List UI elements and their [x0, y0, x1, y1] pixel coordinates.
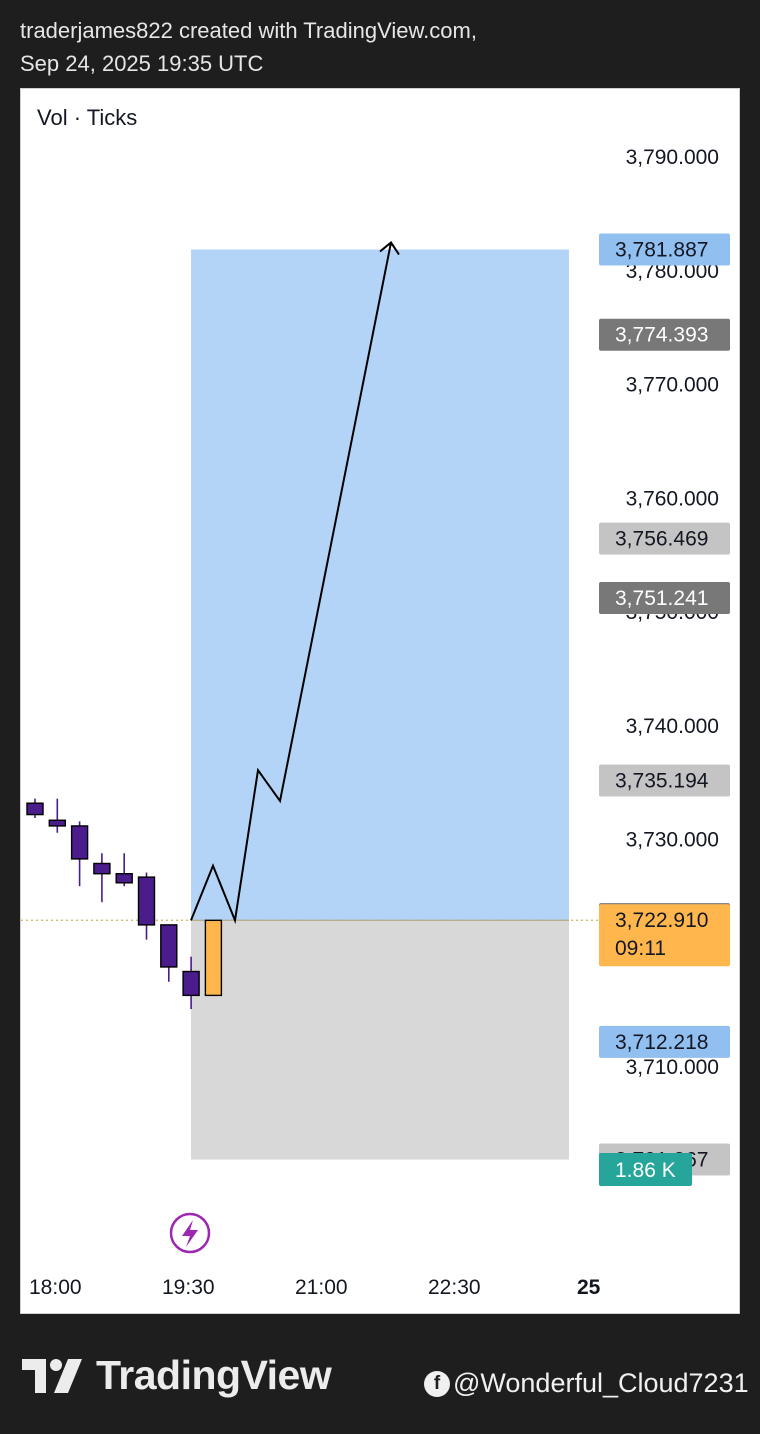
candle [48, 798, 66, 833]
price-label: 3,735.194 [599, 764, 730, 797]
author-handle: f @Wonderful_Cloud7231 [424, 1368, 749, 1399]
chart-timestamp: Sep 24, 2025 19:35 UTC [20, 51, 264, 76]
price-label-text: 3,712.218 [615, 1031, 708, 1054]
x-tick-label: 18:00 [29, 1276, 82, 1299]
price-label: 3,751.241 [599, 582, 730, 615]
volume-badge: 1.86 K [599, 1153, 692, 1186]
candle [70, 821, 89, 887]
candle-body [93, 862, 111, 875]
candle-body [182, 970, 200, 997]
candle-body [48, 819, 66, 827]
stop-zone [191, 920, 569, 1160]
projection-path [190, 241, 400, 925]
price-label-bg [599, 318, 730, 351]
candle-body [115, 873, 133, 884]
chart-panel[interactable]: 3,790.000 3,780.000 3,770.000 3,760.000 3,75… [20, 88, 740, 1314]
indicator-label[interactable]: Vol · Ticks [37, 105, 138, 130]
y-tick-label: 3,740.000 [626, 715, 719, 738]
price-label-bg [599, 522, 730, 555]
y-tick-label: 3,760.000 [626, 487, 719, 510]
countdown-text: 09:11 [615, 937, 666, 960]
price-label-text: 3,756.469 [615, 528, 708, 551]
handle-text: @Wonderful_Cloud7231 [453, 1368, 749, 1398]
y-tick-label: 3,730.000 [626, 829, 719, 852]
volume-badge-bg [599, 1153, 692, 1186]
x-tick-label: 22:30 [428, 1276, 481, 1299]
candle [182, 956, 200, 1010]
candle [204, 919, 223, 997]
y-tick-label: 3,790.000 [626, 146, 719, 169]
candle [160, 924, 178, 982]
x-tick-label: 21:00 [295, 1276, 348, 1299]
price-label-text: 3,751.241 [615, 587, 708, 610]
candle [137, 872, 156, 940]
lightning-icon [169, 1212, 211, 1254]
price-label-text: 3,774.393 [615, 324, 708, 347]
position-zones [191, 249, 569, 1160]
price-labels: 3,781.887 3,774.393 3,756.469 3,751.241 3,73… [599, 233, 730, 1186]
price-label-bg [599, 582, 730, 615]
tv-logo-icon [22, 1358, 82, 1393]
projection-line [190, 242, 392, 925]
lightning-icon-bolt [182, 1220, 198, 1247]
chart-author-line: traderjames822 created with TradingView.… [20, 18, 477, 43]
price-label-bg [599, 1025, 730, 1058]
price-label-bg [599, 764, 730, 797]
volume-badge-text: 1.86 K [615, 1159, 676, 1182]
price-chart[interactable]: 3,790.000 3,780.000 3,770.000 3,760.000 3,75… [21, 89, 739, 1313]
y-tick-label: 3,780.000 [626, 260, 719, 283]
price-label-text: 3,722.910 [615, 909, 708, 932]
lightning-icon-ring [169, 1212, 211, 1254]
price-label-bg [599, 904, 730, 967]
y-tick-label: 3,710.000 [626, 1056, 719, 1079]
price-label: 3,756.469 [599, 522, 730, 555]
price-label: 3,781.887 [599, 233, 730, 266]
tradingview-logo: TradingView [22, 1352, 332, 1399]
x-tick-label: 19:30 [162, 1276, 215, 1299]
price-label-text: 3,735.194 [615, 770, 709, 793]
candle [115, 853, 133, 887]
candle-body [204, 919, 223, 997]
candle [93, 853, 111, 903]
brand-name: TradingView [96, 1352, 332, 1398]
candle-body [26, 802, 44, 816]
x-tick-label: 25 [577, 1276, 601, 1299]
candle-body [160, 924, 178, 968]
price-label-text: 3,781.887 [615, 239, 708, 262]
candle-body [70, 825, 89, 860]
x-axis-ticks: 18:00 19:30 21:00 22:30 25 [29, 1276, 601, 1299]
price-label: 3,712.218 [599, 1025, 730, 1058]
candles [26, 798, 223, 1010]
price-label: 3,774.393 [599, 318, 730, 351]
facebook-icon: f [424, 1370, 450, 1397]
y-tick-label: 3,770.000 [626, 374, 719, 397]
price-label-bg [599, 233, 730, 266]
candle-body [137, 876, 156, 926]
target-zone [191, 249, 569, 921]
price-label: 3,722.910 09:11 [599, 904, 730, 967]
candle [26, 798, 44, 818]
projection-arrowhead [379, 241, 400, 256]
